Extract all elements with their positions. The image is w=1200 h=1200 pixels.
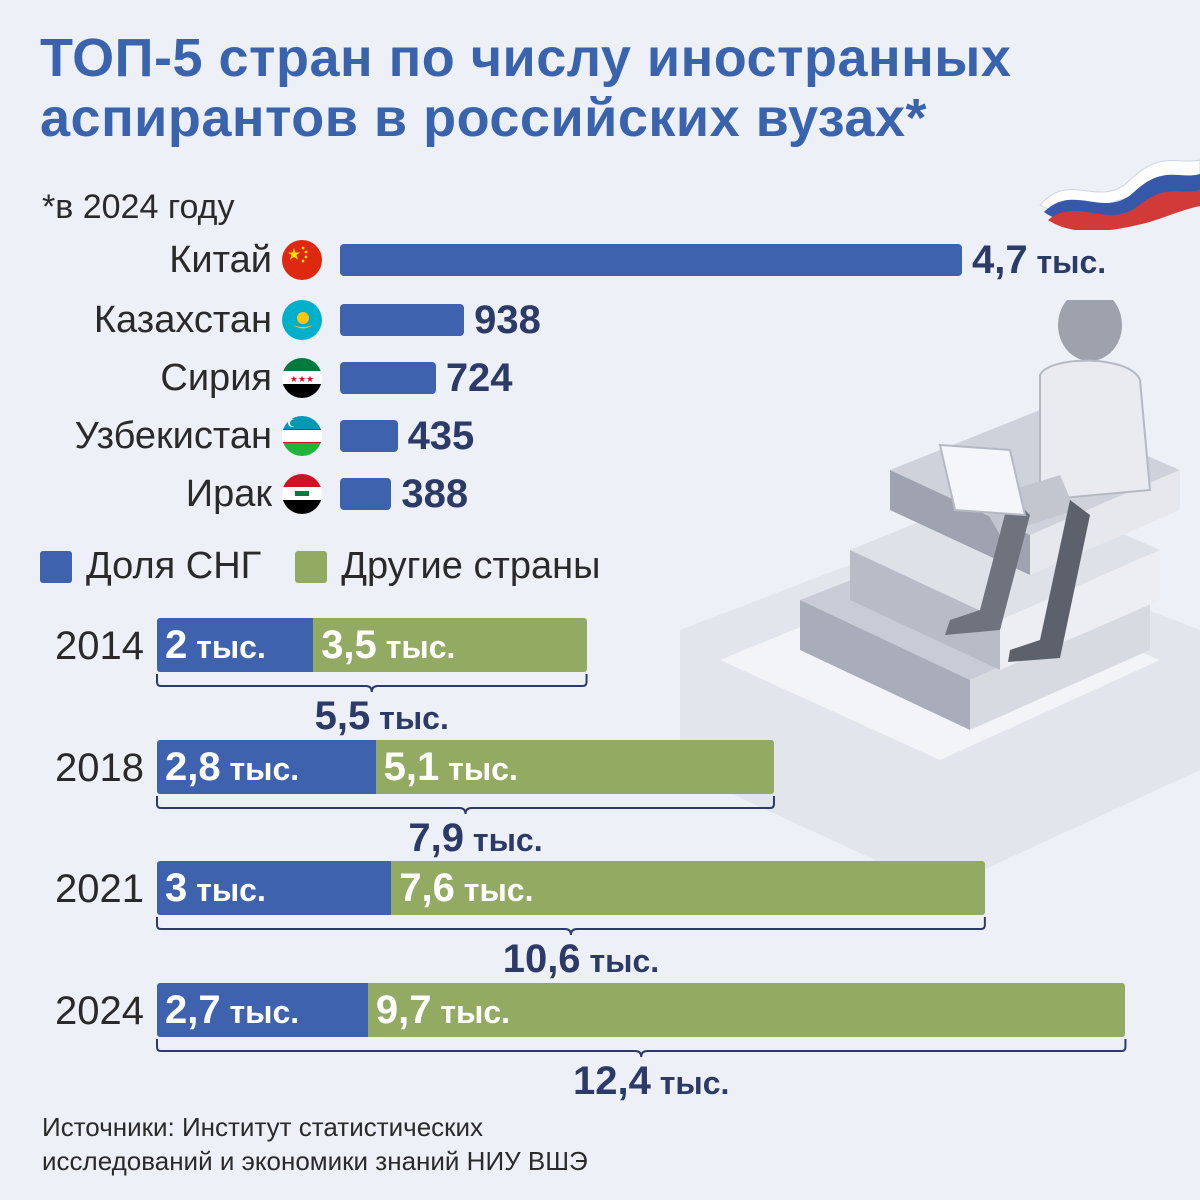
country-name: Казахстан [93,299,272,341]
bar-segment-cis: 2,7 тыс. [157,983,368,1037]
russian-flag-ribbon-icon [1039,159,1200,230]
total-label: 12,4 тыс. [573,1059,730,1103]
student-on-books-illustration [680,300,1200,890]
source-line-2: исследований и экономики знаний НИУ ВШЭ [42,1146,588,1176]
kazakhstan-flag-icon [282,300,322,340]
year-label: 2014 [55,624,144,668]
title-line-1: ТОП-5 стран по числу иностранных [40,28,1012,88]
country-row: Узбекистан 435 [0,414,1200,458]
year-row: 2018 2,8 тыс. 5,1 тыс. 7,9 тыс. [0,740,1200,870]
country-name: Сирия [160,357,272,399]
country-name: Китай [169,239,272,281]
total-label: 10,6 тыс. [502,937,660,981]
chart-title: ТОП-5 стран по числу иностранных аспиран… [40,28,1011,148]
segment-label-cis: 2,7 тыс. [165,988,300,1032]
total-bracket [156,1039,1127,1058]
country-name: Узбекистан [74,415,272,457]
country-bar [340,304,465,336]
segment-label-cis: 3 тыс. [165,866,266,910]
country-row: Китай 4,7 тыс. [0,238,1200,282]
legend-swatch-other [295,550,328,583]
legend-label-cis: Доля СНГ [86,545,262,587]
total-bracket [156,917,986,936]
country-value-label: 724 [445,356,513,400]
bar-segment-other: 7,6 тыс. [391,861,985,915]
iraq-flag-icon [282,474,322,514]
legend-swatch-cis [40,550,72,583]
title-line-2: аспирантов в российских вузах* [40,88,928,148]
year-row: 2014 2 тыс. 3,5 тыс. 5,5 тыс. [0,618,1200,748]
country-value-label: 435 [407,414,475,458]
bar-segment-other: 9,7 тыс. [367,983,1126,1037]
total-label: 7,9 тыс. [408,816,543,860]
syria-flag-icon: ★★★ [282,358,322,398]
country-bar [340,478,392,510]
year-row: 2024 2,7 тыс. 9,7 тыс. 12,4 тыс. [0,983,1200,1113]
bar-segment-other: 3,5 тыс. [313,618,587,672]
total-bracket [156,674,588,693]
segment-label-other: 5,1 тыс. [383,745,518,789]
year-label: 2018 [55,746,144,790]
legend: Доля СНГ Другие страны [40,545,634,588]
country-row: Сирия ★★★ 724 [0,356,1200,400]
source-line-1: Источники: Институт статистических [42,1112,484,1142]
legend-label-other: Другие страны [341,545,601,587]
total-bracket [156,796,775,815]
segment-label-cis: 2,8 тыс. [165,745,300,789]
year-label: 2021 [55,867,144,911]
year-row: 2021 3 тыс. 7,6 тыс. 10,6 тыс. [0,861,1200,991]
chart-subtitle: *в 2024 году [42,188,235,226]
year-label: 2024 [55,989,144,1033]
segment-label-other: 3,5 тыс. [321,623,456,667]
country-row: Ирак 388 [0,472,1200,516]
svg-text:★★★: ★★★ [290,375,314,385]
country-value-label: 4,7 тыс. [972,238,1107,282]
country-value-label: 388 [401,472,469,516]
source-note: Источники: Институт статистических иссле… [42,1110,742,1178]
total-label: 5,5 тыс. [314,694,449,738]
segment-label-other: 9,7 тыс. [375,988,511,1032]
bar-segment-cis: 2 тыс. [157,618,314,672]
china-flag-icon [282,240,322,280]
segment-label-cis: 2 тыс. [165,623,266,667]
bar-segment-cis: 2,8 тыс. [157,740,376,794]
bar-segment-cis: 3 тыс. [157,861,392,915]
uzbekistan-flag-icon [282,416,322,456]
country-name: Ирак [185,473,272,515]
country-value-label: 938 [474,298,541,342]
bar-segment-other: 5,1 тыс. [375,740,774,794]
country-bar [340,420,398,452]
country-row: Казахстан 938 [0,298,1200,342]
country-bar [340,362,436,394]
country-bar [340,244,962,276]
segment-label-other: 7,6 тыс. [399,866,534,910]
